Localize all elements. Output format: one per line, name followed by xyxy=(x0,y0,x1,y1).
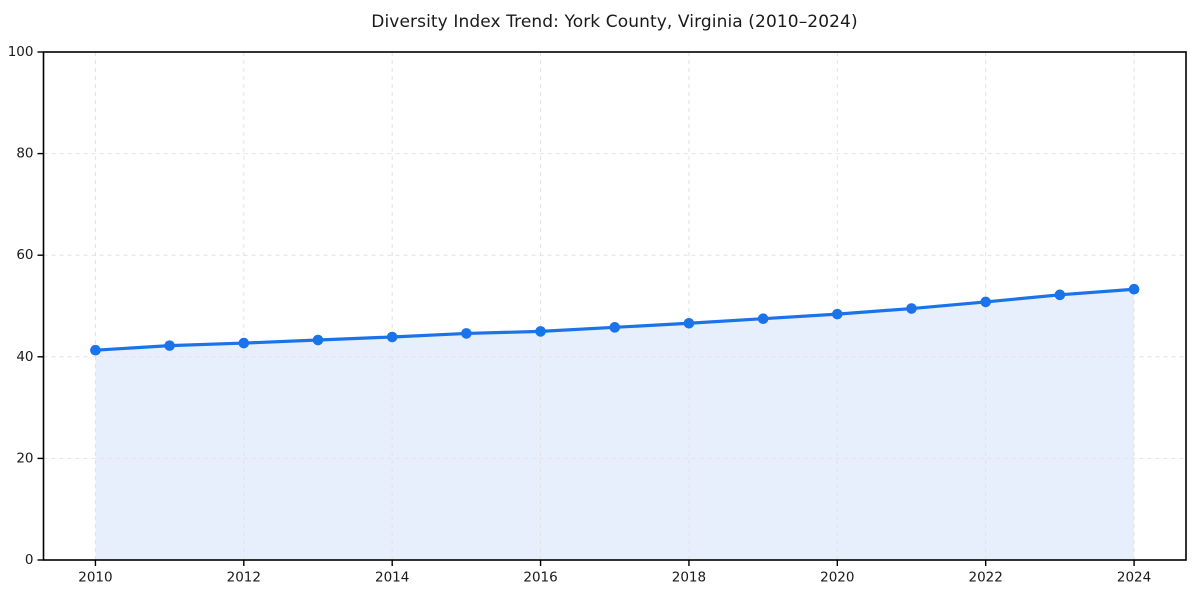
data-point xyxy=(386,331,398,343)
data-point xyxy=(683,317,695,329)
y-tick-label: 80 xyxy=(16,146,33,162)
data-point xyxy=(609,322,621,333)
data-point xyxy=(312,334,324,346)
data-point xyxy=(980,296,991,308)
data-point xyxy=(535,326,546,337)
data-point xyxy=(1054,289,1066,301)
data-point xyxy=(1128,283,1140,295)
y-tick-label: 0 xyxy=(25,552,34,568)
x-tick-label: 2020 xyxy=(820,570,854,586)
y-tick-label: 40 xyxy=(16,349,33,365)
y-tick-label: 20 xyxy=(16,450,33,466)
x-tick-label: 2014 xyxy=(375,570,409,586)
data-point xyxy=(757,313,769,325)
data-point xyxy=(164,340,175,351)
data-point xyxy=(90,344,101,356)
data-point xyxy=(906,303,917,314)
x-tick-label: 2010 xyxy=(78,570,112,586)
y-tick-label: 100 xyxy=(8,44,34,60)
x-tick-label: 2024 xyxy=(1117,570,1151,586)
area-fill xyxy=(95,289,1135,560)
data-point xyxy=(461,328,472,339)
data-point xyxy=(238,337,250,349)
y-tick-label: 60 xyxy=(16,247,33,263)
x-tick-label: 2018 xyxy=(672,570,706,586)
x-tick-label: 2022 xyxy=(969,570,1003,586)
x-tick-label: 2016 xyxy=(523,570,557,586)
data-point xyxy=(832,308,843,320)
axis-frame xyxy=(42,51,1187,561)
x-tick-label: 2012 xyxy=(227,570,261,586)
chart-title: Diversity Index Trend: York County, Virg… xyxy=(371,12,858,32)
